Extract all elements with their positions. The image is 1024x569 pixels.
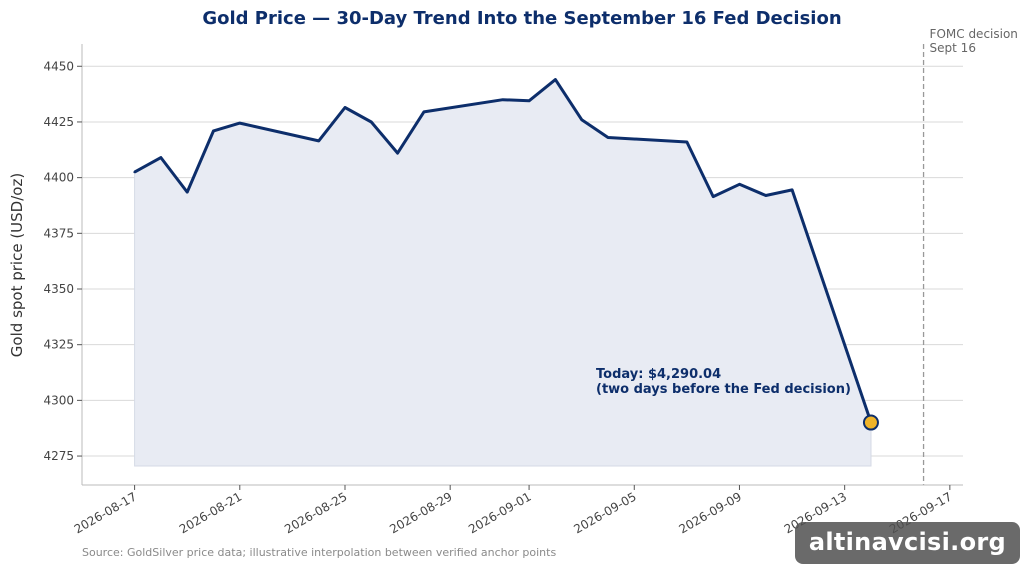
y-tick-label: 4400 [43, 171, 74, 185]
data-point [238, 121, 241, 125]
data-point [185, 190, 189, 194]
y-axis-ticks: 4275 4300 4325 4350 4375 4400 4425 4450 [43, 59, 82, 463]
data-point [580, 118, 583, 121]
data-point [396, 151, 399, 155]
fomc-label-line1: FOMC decision [930, 27, 1018, 41]
data-point [527, 99, 531, 102]
today-annotation-line1: Today: $4,290.04 [596, 367, 721, 382]
data-point [606, 136, 610, 139]
y-axis-label: Gold spot price (USD/oz) [8, 173, 26, 357]
watermark-badge: altinavcisi.org [794, 522, 1020, 564]
y-tick-label: 4350 [43, 282, 74, 296]
data-point [212, 129, 215, 133]
today-marker [862, 414, 879, 431]
area-fill [134, 78, 872, 467]
data-point [738, 183, 741, 186]
data-point [422, 110, 426, 114]
data-point [554, 78, 557, 81]
fomc-label-line2: Sept 16 [930, 41, 976, 55]
data-point [159, 156, 163, 159]
y-tick-label: 4300 [43, 393, 74, 407]
x-tick-label: 2026-09-01 [466, 489, 533, 536]
data-point [133, 170, 136, 174]
y-tick-label: 4275 [43, 449, 74, 463]
data-point [317, 139, 320, 143]
x-tick-label: 2026-08-29 [387, 489, 454, 536]
price-points [133, 78, 873, 424]
data-point [370, 120, 373, 124]
x-tick-label: 2026-08-25 [282, 489, 349, 536]
data-point [685, 140, 689, 144]
y-tick-label: 4450 [43, 59, 74, 73]
y-tick-label: 4375 [43, 226, 74, 240]
data-point [343, 106, 347, 109]
y-tick-label: 4425 [43, 115, 74, 129]
data-point [764, 194, 767, 197]
x-tick-label: 2026-09-09 [677, 489, 744, 536]
source-note: Source: GoldSilver price data; illustrat… [82, 546, 556, 559]
chart-title: Gold Price — 30-Day Trend Into the Septe… [202, 8, 841, 29]
x-tick-label: 2026-09-05 [571, 489, 638, 536]
data-point [711, 195, 715, 198]
data-point [790, 188, 794, 192]
today-annotation-line2: (two days before the Fed decision) [596, 382, 851, 397]
y-tick-label: 4325 [43, 338, 74, 352]
data-point [501, 98, 504, 101]
x-tick-label: 2026-08-17 [72, 489, 139, 536]
x-tick-label: 2026-08-21 [177, 489, 244, 536]
axes [81, 44, 963, 486]
